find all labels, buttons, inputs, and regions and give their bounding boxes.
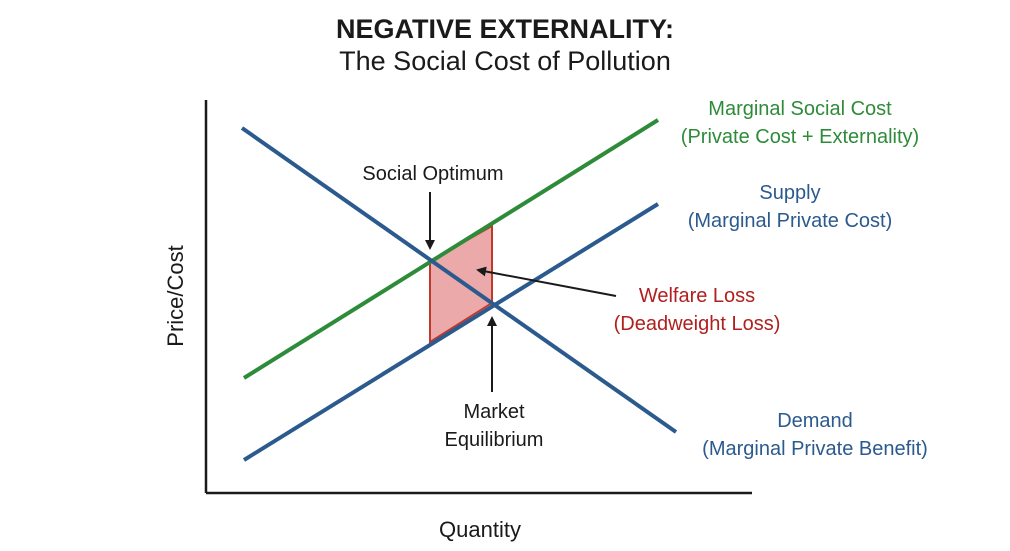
welfare-loss-label-line-2: (Deadweight Loss) [614,313,781,335]
welfare-loss-arrow [476,266,617,297]
msc-label-line-2: (Private Cost + Externality) [681,126,919,148]
msc-curve [242,118,660,380]
supply-label-line-2: (Marginal Private Cost) [688,210,893,232]
market-equilibrium-label-line-2: Equilibrium [445,429,544,451]
market-equilibrium-label-line-1: Market [463,401,525,423]
msc-label-line-1: Marginal Social Cost [708,98,892,120]
demand-label-line-2: (Marginal Private Benefit) [702,438,928,460]
supply-label-line-1: Supply [759,182,820,204]
social-optimum-label: Social Optimum [362,163,503,185]
demand-curve [240,126,678,434]
title-line-1: NEGATIVE EXTERNALITY: [336,14,674,44]
x-axis-label: Quantity [439,517,521,542]
title-line-2: The Social Cost of Pollution [339,46,671,76]
welfare-loss-label-line-1: Welfare Loss [639,285,755,307]
supply-curve [242,202,660,462]
y-axis-label: Price/Cost [163,245,188,346]
demand-label-line-1: Demand [777,410,853,432]
